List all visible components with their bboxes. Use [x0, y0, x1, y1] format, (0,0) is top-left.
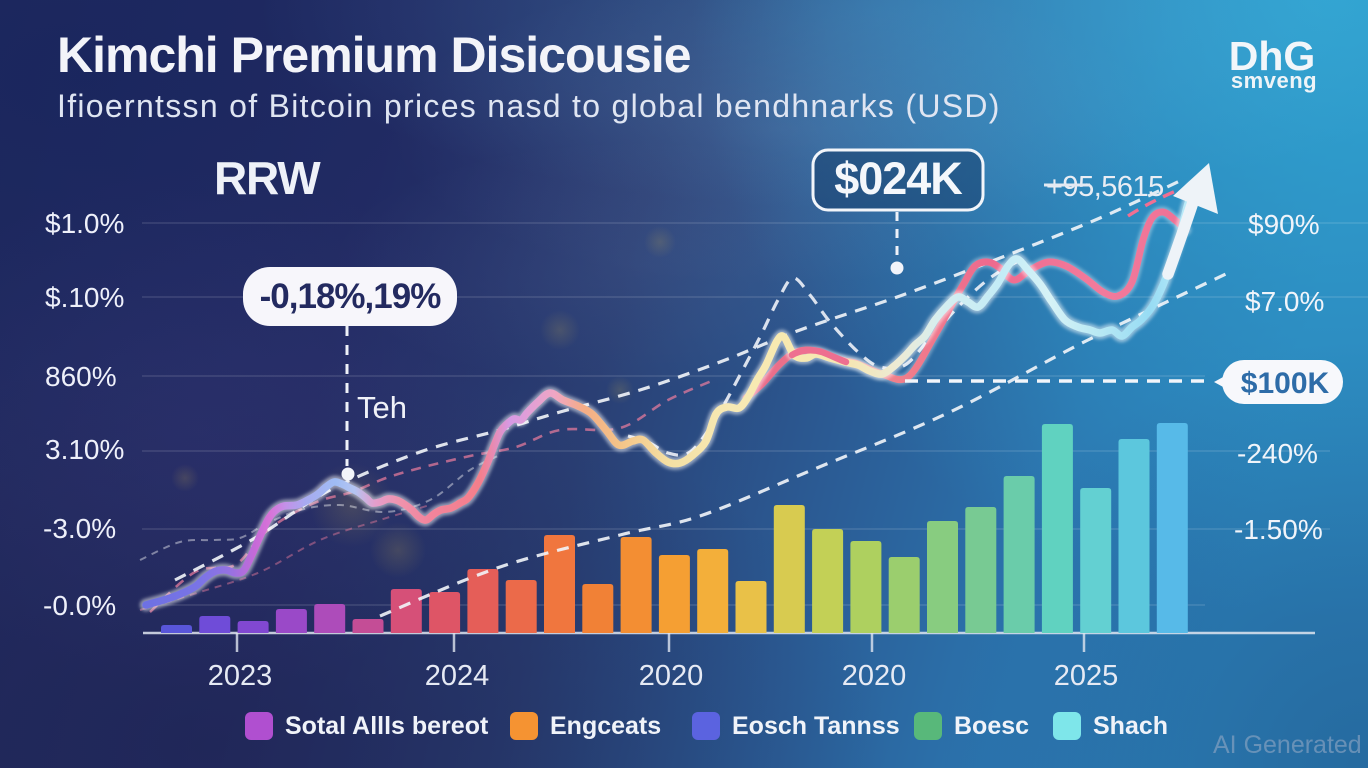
- svg-text:-0,18%,19%: -0,18%,19%: [260, 277, 442, 316]
- svg-text:-1.50%: -1.50%: [1234, 514, 1323, 545]
- svg-text:RRW: RRW: [214, 152, 321, 204]
- svg-text:$.10%: $.10%: [45, 282, 124, 313]
- svg-text:Shach: Shach: [1093, 712, 1168, 740]
- svg-text:$90%: $90%: [1248, 209, 1320, 240]
- svg-text:Boesc: Boesc: [954, 712, 1029, 740]
- svg-text:DhG: DhG: [1229, 33, 1316, 79]
- svg-text:$024K: $024K: [834, 153, 963, 204]
- svg-text:Ifioerntssn of Bitcoin prices: Ifioerntssn of Bitcoin prices nasd to gl…: [57, 88, 1001, 124]
- svg-text:2025: 2025: [1054, 660, 1119, 692]
- svg-text:$7.0%: $7.0%: [1245, 286, 1324, 317]
- svg-text:Eosch Tannss: Eosch Tannss: [732, 712, 900, 740]
- svg-text:3.10%: 3.10%: [45, 434, 124, 465]
- svg-text:2020: 2020: [639, 660, 704, 692]
- svg-text:AI Generated: AI Generated: [1213, 731, 1362, 759]
- svg-text:2020: 2020: [842, 660, 907, 692]
- svg-text:Teh: Teh: [357, 390, 407, 425]
- svg-text:smveng: smveng: [1231, 68, 1317, 93]
- svg-text:860%: 860%: [45, 361, 117, 392]
- svg-text:-0.0%: -0.0%: [43, 590, 116, 621]
- svg-text:2023: 2023: [208, 660, 273, 692]
- svg-text:2024: 2024: [425, 660, 490, 692]
- svg-text:$1.0%: $1.0%: [45, 208, 124, 239]
- svg-text:-240%: -240%: [1237, 438, 1318, 469]
- svg-text:-3.0%: -3.0%: [43, 513, 116, 544]
- svg-text:$100K: $100K: [1241, 367, 1330, 400]
- svg-text:Engceats: Engceats: [550, 712, 661, 740]
- svg-text:Sotal Allls bereot: Sotal Allls bereot: [285, 712, 489, 740]
- svg-text:Kimchi Premium Disicousie: Kimchi Premium Disicousie: [57, 27, 691, 83]
- svg-text:+95,5615: +95,5615: [1046, 171, 1164, 203]
